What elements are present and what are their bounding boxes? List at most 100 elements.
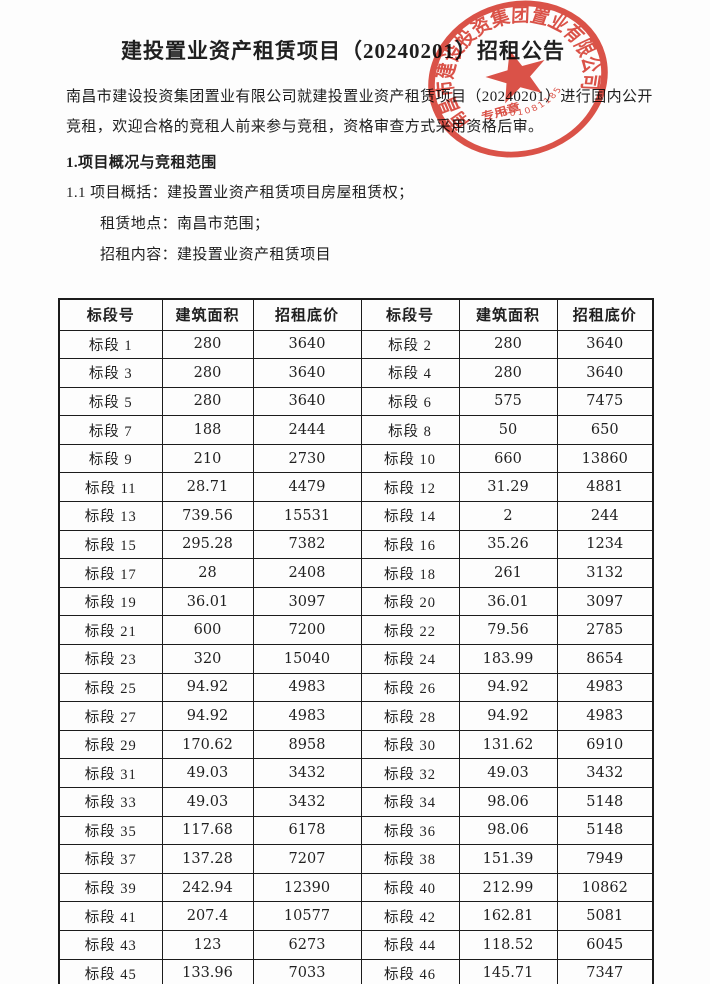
table-row: 标段 33 49.03 3432 标段 34 98.06 5148 <box>58 787 654 817</box>
table-row: 标段 31 49.03 3432 标段 32 49.03 3432 <box>58 758 654 788</box>
table-row: 标段 45 133.96 7033 标段 46 145.71 7347 <box>58 958 654 984</box>
intro-paragraph: 南昌市建设投资集团置业有限公司就建投置业资产租赁项目（20240201）进行国内… <box>66 82 653 142</box>
value-cell: 2785 <box>556 615 654 646</box>
value-cell: 650 <box>556 415 654 445</box>
segment-cell: 标段 12 <box>360 472 460 503</box>
segment-cell: 标段 17 <box>58 558 163 588</box>
value-cell: 49.03 <box>161 787 254 817</box>
value-cell: 1234 <box>556 529 654 560</box>
table-row: 标段 15 295.28 7382 标段 16 35.26 1234 <box>58 529 654 560</box>
table-row: 标段 25 94.92 4983 标段 26 94.92 4983 <box>58 672 654 703</box>
value-cell: 660 <box>458 443 558 474</box>
value-cell: 162.81 <box>458 901 558 931</box>
value-cell: 3132 <box>556 558 654 588</box>
value-cell: 7949 <box>556 844 654 874</box>
value-cell: 10577 <box>252 901 362 931</box>
value-cell: 242.94 <box>161 872 254 903</box>
segment-cell: 标段 20 <box>360 586 460 617</box>
value-cell: 137.28 <box>161 844 254 874</box>
value-cell: 145.71 <box>458 958 558 984</box>
value-cell: 207.4 <box>161 901 254 931</box>
clause-lease-content: 招租内容：建投置业资产租赁项目 <box>100 247 332 263</box>
segment-cell: 标段 25 <box>58 672 163 703</box>
segment-cell: 标段 46 <box>360 958 460 984</box>
value-cell: 170.62 <box>161 729 254 760</box>
value-cell: 3640 <box>252 386 362 417</box>
segment-cell: 标段 38 <box>360 844 460 874</box>
table-row: 标段 19 36.01 3097 标段 20 36.01 3097 <box>58 586 654 617</box>
segment-cell: 标段 14 <box>360 501 460 531</box>
segment-cell: 标段 9 <box>58 443 163 474</box>
segment-cell: 标段 16 <box>360 529 460 560</box>
segment-cell: 标段 21 <box>58 615 163 646</box>
value-cell: 35.26 <box>458 529 558 560</box>
value-cell: 94.92 <box>458 701 558 731</box>
value-cell: 7200 <box>252 615 362 646</box>
document-title: 建投置业资产租赁项目（20240201）招租公告 <box>121 39 565 63</box>
segment-cell: 标段 19 <box>58 586 163 617</box>
column-header: 招租底价 <box>556 298 654 331</box>
value-cell: 575 <box>458 386 558 417</box>
value-cell: 3097 <box>556 586 654 617</box>
value-cell: 36.01 <box>458 586 558 617</box>
value-cell: 8654 <box>556 644 654 674</box>
segment-cell: 标段 41 <box>58 901 163 931</box>
segment-cell: 标段 24 <box>360 644 460 674</box>
value-cell: 3432 <box>556 758 654 788</box>
table-header-row: 标段号 建筑面积 招租底价 标段号 建筑面积 招租底价 <box>58 298 654 331</box>
value-cell: 295.28 <box>161 529 254 560</box>
value-cell: 5081 <box>556 901 654 931</box>
value-cell: 4983 <box>252 701 362 731</box>
segment-cell: 标段 18 <box>360 558 460 588</box>
table-row: 标段 7 188 2444 标段 8 50 650 <box>58 415 654 445</box>
segment-cell: 标段 23 <box>58 644 163 674</box>
value-cell: 28 <box>161 558 254 588</box>
value-cell: 6178 <box>252 815 362 846</box>
value-cell: 280 <box>458 329 558 360</box>
segment-cell: 标段 36 <box>360 815 460 846</box>
segment-cell: 标段 3 <box>58 358 163 388</box>
intro-line: 南昌市建设投资集团置业有限公司就建投置业资产租赁项目（20240201）进行国内… <box>66 89 653 105</box>
value-cell: 280 <box>161 358 254 388</box>
value-cell: 2408 <box>252 558 362 588</box>
value-cell: 12390 <box>252 872 362 903</box>
value-cell: 133.96 <box>161 958 254 984</box>
value-cell: 98.06 <box>458 787 558 817</box>
value-cell: 6045 <box>556 929 654 960</box>
segment-cell: 标段 11 <box>58 472 163 503</box>
value-cell: 15531 <box>252 501 362 531</box>
column-header: 建筑面积 <box>161 298 254 331</box>
value-cell: 7033 <box>252 958 362 984</box>
table-row: 标段 29 170.62 8958 标段 30 131.62 6910 <box>58 729 654 760</box>
value-cell: 210 <box>161 443 254 474</box>
value-cell: 49.03 <box>161 758 254 788</box>
column-header: 标段号 <box>360 298 460 331</box>
value-cell: 212.99 <box>458 872 558 903</box>
value-cell: 79.56 <box>458 615 558 646</box>
value-cell: 261 <box>458 558 558 588</box>
value-cell: 6273 <box>252 929 362 960</box>
table-row: 标段 23 320 15040 标段 24 183.99 8654 <box>58 644 654 674</box>
table-row: 标段 1 280 3640 标段 2 280 3640 <box>58 329 654 360</box>
value-cell: 3640 <box>556 329 654 360</box>
column-header: 建筑面积 <box>458 298 558 331</box>
value-cell: 4983 <box>252 672 362 703</box>
segment-cell: 标段 8 <box>360 415 460 445</box>
value-cell: 131.62 <box>458 729 558 760</box>
value-cell: 3097 <box>252 586 362 617</box>
value-cell: 280 <box>161 386 254 417</box>
value-cell: 50 <box>458 415 558 445</box>
segment-cell: 标段 13 <box>58 501 163 531</box>
value-cell: 7347 <box>556 958 654 984</box>
value-cell: 2 <box>458 501 558 531</box>
value-cell: 244 <box>556 501 654 531</box>
segment-cell: 标段 15 <box>58 529 163 560</box>
segment-cell: 标段 39 <box>58 872 163 903</box>
table-body: 标段 1 280 3640 标段 2 280 3640 标段 3 280 3640 标段 4 280… <box>58 329 654 984</box>
table-row: 标段 3 280 3640 标段 4 280 3640 <box>58 358 654 388</box>
section-heading: 1.项目概况与竞租范围 <box>66 155 217 171</box>
table-row: 标段 21 600 7200 标段 22 79.56 2785 <box>58 615 654 646</box>
value-cell: 7475 <box>556 386 654 417</box>
segment-cell: 标段 31 <box>58 758 163 788</box>
